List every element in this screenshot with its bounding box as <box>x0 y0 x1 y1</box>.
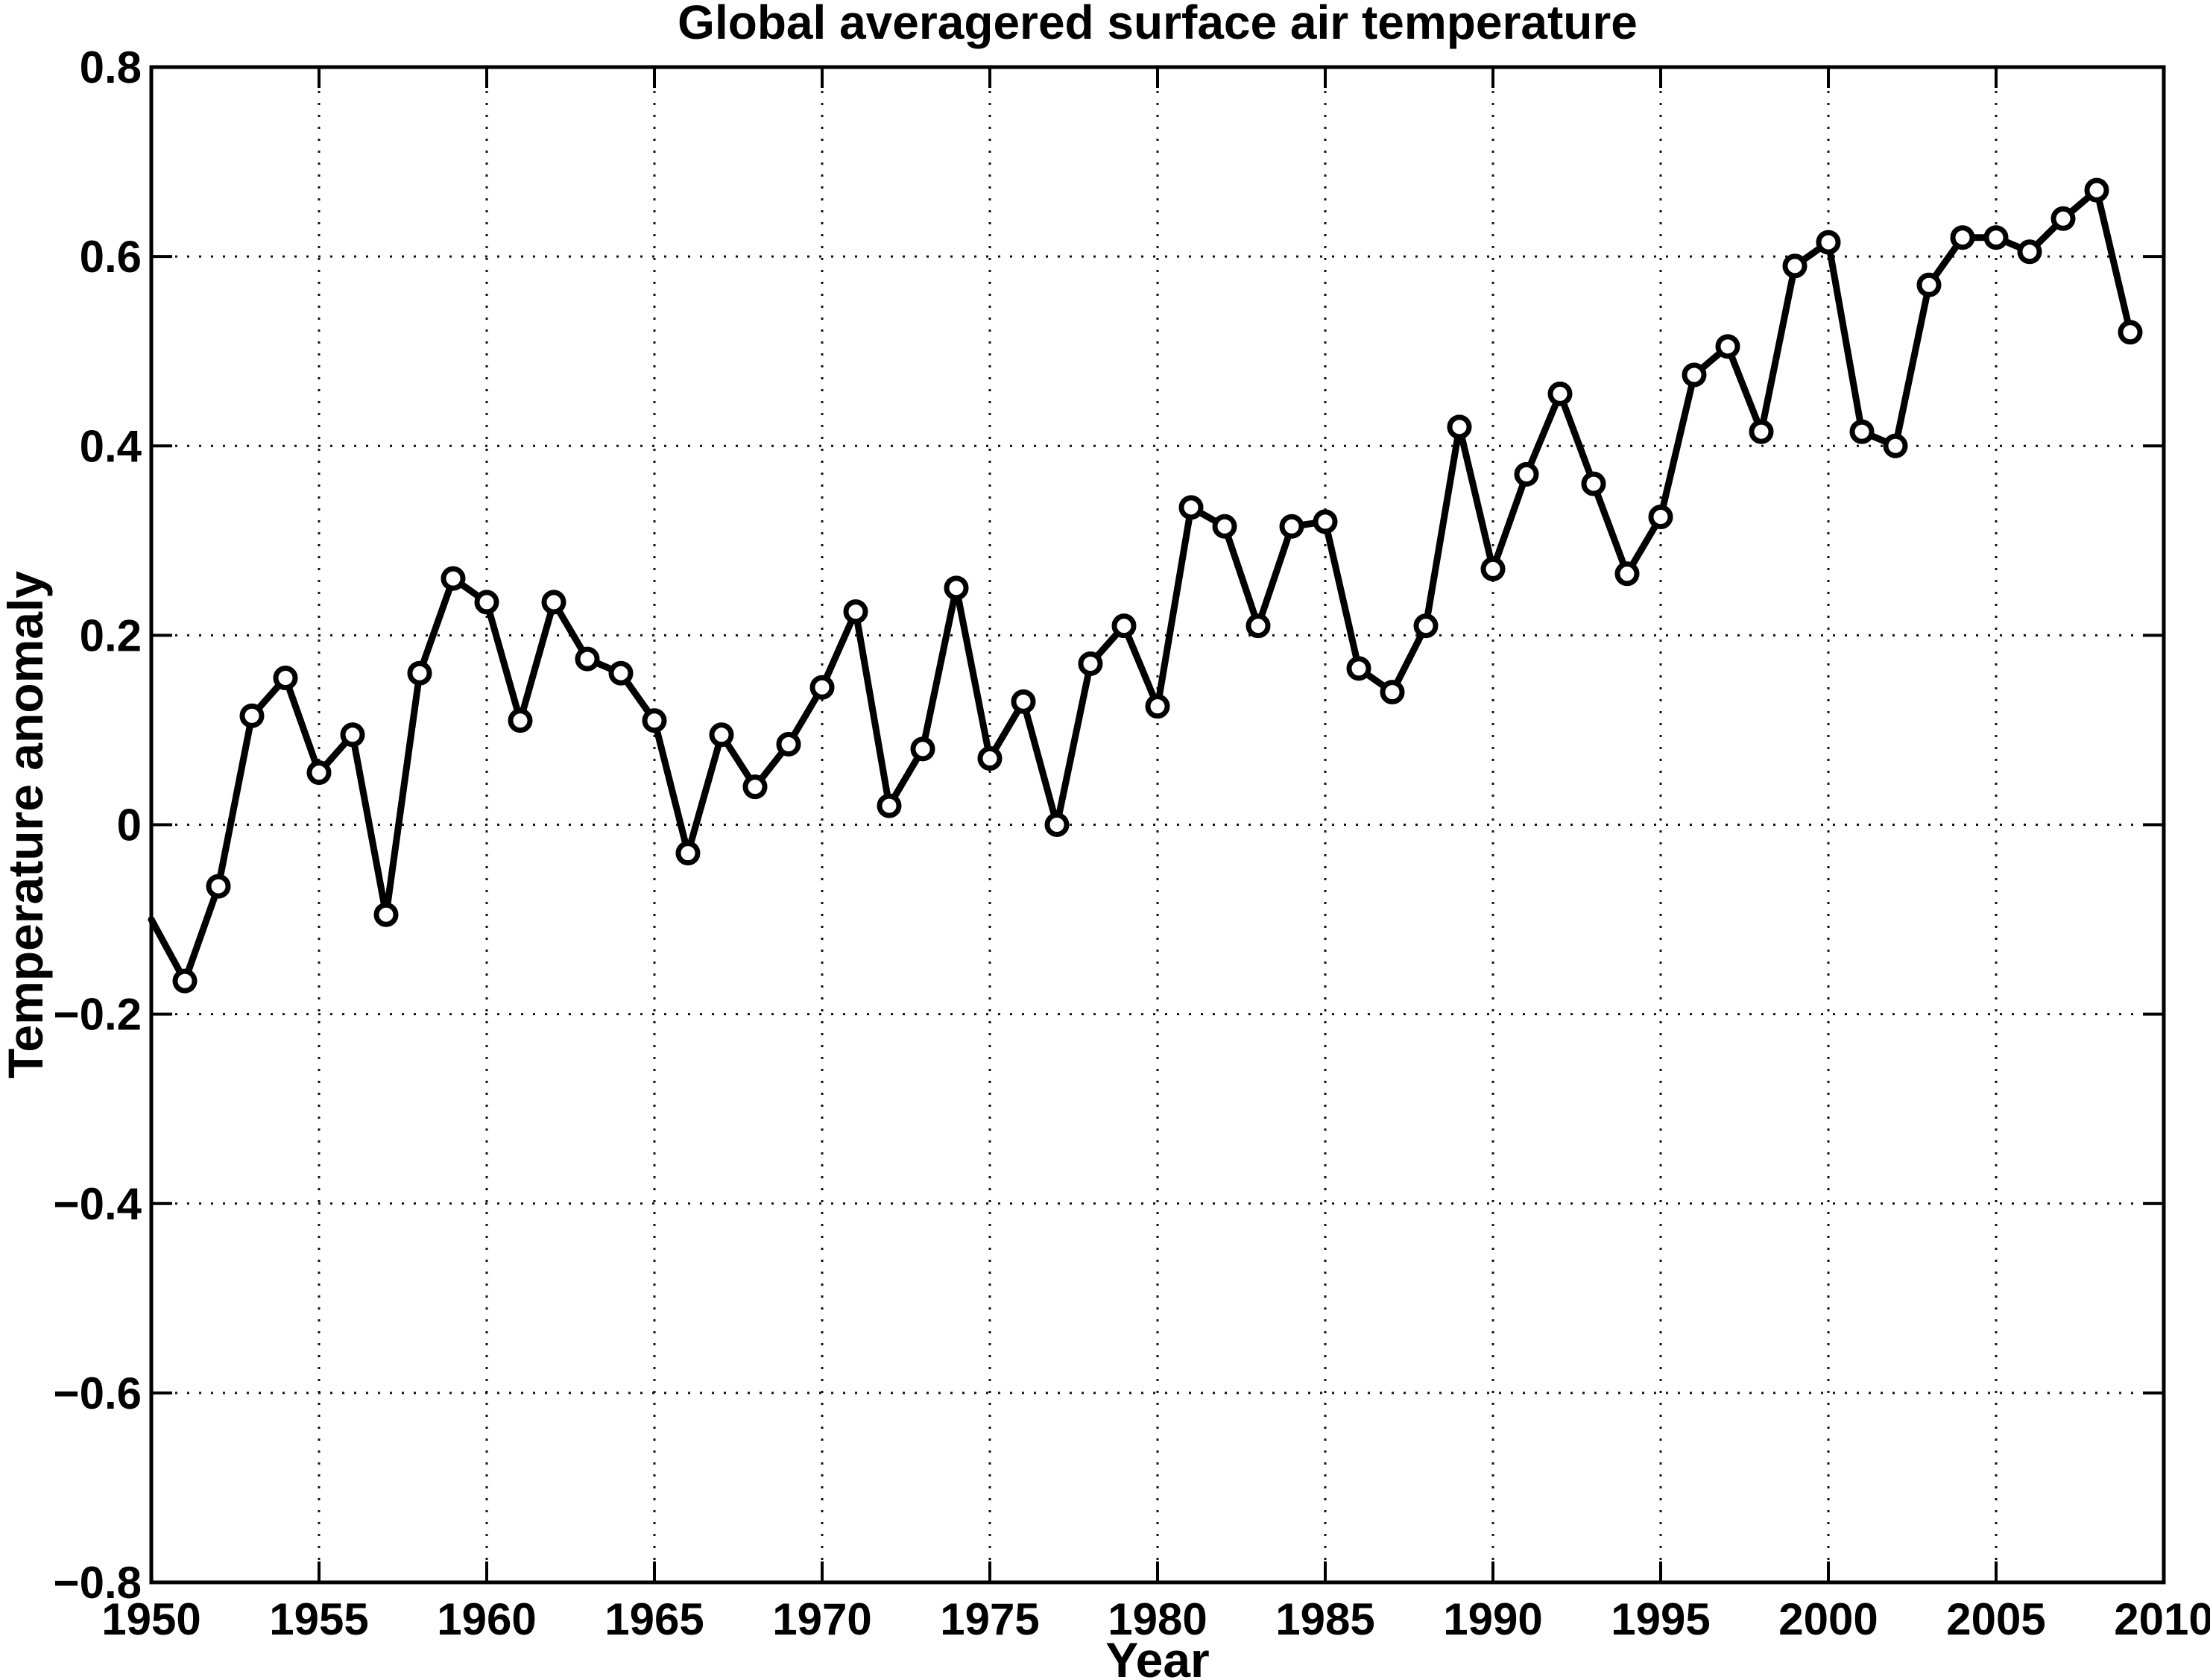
data-point-marker <box>977 746 1003 771</box>
data-point-marker <box>1581 471 1606 496</box>
data-point-marker <box>1178 495 1204 520</box>
y-tick-label: −0.2 <box>54 990 142 1040</box>
y-tick-label: 0 <box>117 800 142 850</box>
data-point-marker <box>776 731 801 757</box>
data-point-marker <box>1916 272 1942 297</box>
data-point-marker <box>1883 433 1908 458</box>
data-point-marker <box>441 566 466 591</box>
x-tick-label: 1965 <box>604 1594 704 1644</box>
x-tick-label: 1975 <box>940 1594 1039 1644</box>
x-tick-label: 1995 <box>1611 1594 1710 1644</box>
data-point-marker <box>1749 419 1774 444</box>
data-point-marker <box>809 675 835 700</box>
data-point-marker <box>675 841 701 866</box>
data-point-marker <box>709 722 734 748</box>
data-point-marker <box>1145 694 1170 719</box>
data-point-marker <box>1413 613 1439 639</box>
y-tick-label: −0.8 <box>54 1558 142 1608</box>
x-tick-label: 1950 <box>101 1594 201 1644</box>
data-point-marker <box>1849 419 1875 444</box>
y-tick-label: −0.4 <box>54 1179 142 1229</box>
data-point-marker <box>206 874 231 899</box>
data-point-marker <box>1614 561 1640 587</box>
data-point-marker <box>1111 613 1137 639</box>
y-tick-label: −0.6 <box>54 1368 142 1418</box>
data-point-marker <box>273 666 298 691</box>
data-point-marker <box>1648 505 1673 530</box>
data-point-marker <box>1514 461 1539 487</box>
y-tick-label: 0.4 <box>80 421 142 471</box>
data-point-marker <box>1480 556 1506 581</box>
data-series <box>148 177 2143 994</box>
x-tick-label: 1970 <box>772 1594 871 1644</box>
x-tick-label: 2005 <box>1946 1594 2045 1644</box>
data-point-marker <box>575 646 600 672</box>
x-tick-label: 1980 <box>1108 1594 1207 1644</box>
data-point-marker <box>1380 680 1405 705</box>
data-point-marker <box>1279 514 1304 539</box>
data-point-marker <box>1682 362 1707 388</box>
data-point-marker <box>239 703 265 728</box>
data-point-marker <box>944 575 969 601</box>
data-point-marker <box>1547 381 1573 406</box>
data-point-marker <box>2084 177 2109 203</box>
data-point-marker <box>407 660 432 686</box>
y-tick-label: 0.2 <box>80 610 142 660</box>
data-point-marker <box>1044 812 1070 837</box>
data-point-marker <box>474 590 499 615</box>
data-point-marker <box>306 760 332 786</box>
data-point-marker <box>1246 613 1271 639</box>
data-point-marker <box>2050 206 2076 231</box>
data-point-marker <box>1715 334 1740 359</box>
data-point-marker <box>1011 689 1036 714</box>
x-axis-label: Year <box>1105 1632 1209 1680</box>
data-point-marker <box>172 968 198 994</box>
tick-labels: 1950 1955 1960 1965 1970 1975 1980 1985 1990 1995… <box>54 42 2210 1644</box>
data-point-marker <box>1816 230 1841 255</box>
x-tick-label: 1955 <box>269 1594 368 1644</box>
data-point-marker <box>2118 320 2143 345</box>
x-tick-label: 1985 <box>1275 1594 1374 1644</box>
x-tick-label: 2000 <box>1778 1594 1878 1644</box>
data-point-marker <box>877 793 902 818</box>
gridlines <box>151 67 2164 1582</box>
data-point-marker <box>1447 414 1472 440</box>
data-point-marker <box>642 708 667 733</box>
data-point-marker <box>2017 239 2042 265</box>
data-point-marker <box>1212 514 1237 539</box>
data-point-marker <box>541 590 566 615</box>
y-tick-label: 0.6 <box>80 232 142 282</box>
x-tick-label: 1990 <box>1443 1594 1542 1644</box>
data-point-marker <box>608 660 634 686</box>
x-tick-label: 1960 <box>437 1594 536 1644</box>
y-tick-label: 0.8 <box>80 42 142 92</box>
data-point-marker <box>843 599 868 625</box>
axes-box-and-ticks <box>149 65 2166 1585</box>
y-axis-label: Temperature anomaly <box>0 571 53 1079</box>
data-point-marker <box>1782 253 1808 279</box>
chart-title: Global averagered surface air temperatur… <box>678 0 1638 49</box>
data-point-marker <box>1950 225 1975 250</box>
data-point-marker <box>1983 225 2009 250</box>
data-point-marker <box>373 902 399 927</box>
data-point-marker <box>1346 656 1371 681</box>
data-point-marker <box>340 722 365 748</box>
data-point-marker <box>910 736 935 762</box>
data-point-marker <box>742 774 768 800</box>
data-point-marker <box>508 708 533 733</box>
data-point-marker <box>1313 509 1338 534</box>
data-point-marker <box>1078 651 1103 676</box>
x-tick-label: 2010 <box>2114 1594 2210 1644</box>
